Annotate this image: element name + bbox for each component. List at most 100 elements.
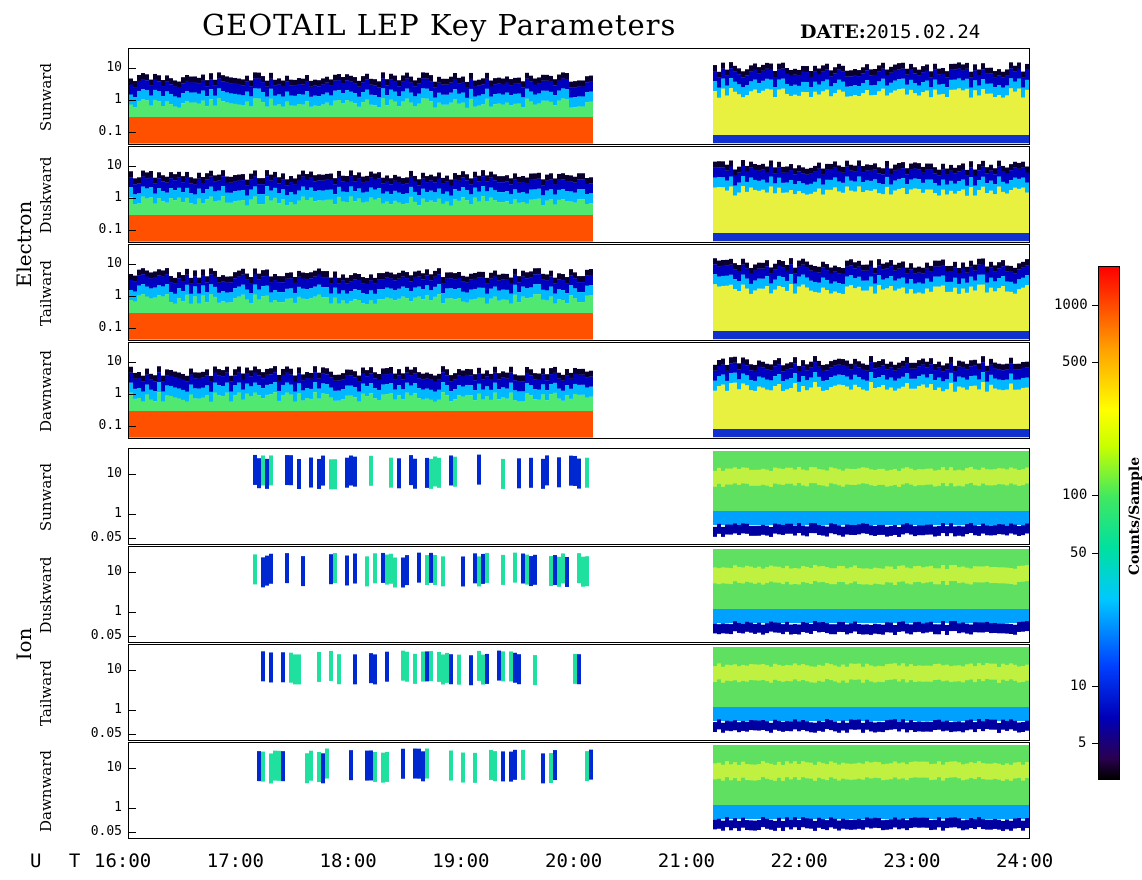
spectrum-cell [957,293,961,340]
spectrum-cell [961,377,965,388]
spectrum-cell [861,331,865,339]
spectrum-cell [209,411,213,437]
spectrum-cell [869,331,873,339]
spectrum-cell [845,166,849,177]
spectrum-cell [337,313,341,339]
spectrum-cell [893,64,897,71]
spectrum-cell [969,376,973,387]
spectrum-cell [449,185,453,196]
spectrum-cell [985,331,989,339]
spectrum-cell [1017,233,1021,241]
spectrum-cell [725,275,729,286]
spectrum-cell [761,179,765,190]
spectrum-cell [841,511,845,525]
spectrum-cell [141,411,145,437]
spectrum-cell [769,370,773,381]
spectrum-cell [345,117,349,143]
spectrum-cell [841,622,845,633]
spectrum-cell [317,117,321,143]
spectrum-cell [937,68,941,75]
spectrum-cell [233,191,237,202]
spectrum-cell [533,379,537,390]
spectrum-cell [849,511,853,525]
spectrum-cell [169,78,173,85]
spectrum-cell [445,313,449,339]
spectrum-cell [277,177,281,184]
spectrum-cell [973,609,977,623]
spectrum-cell [721,707,725,721]
spectrum-cell [917,163,921,170]
spectrum-cell [265,411,269,437]
spectrum-cell [341,280,345,291]
spectrum-cell [373,293,377,304]
spectrum-cell [1029,175,1030,185]
spectrum-cell [501,192,505,203]
spectrum-cell [589,183,593,194]
spectrum-cell [957,283,961,294]
spectrum-cell [497,192,501,203]
spectrum-cell [929,565,933,582]
spectrum-cell [273,274,277,281]
spectrum-cell [237,382,241,393]
spectrum-cell [917,69,921,76]
spectrum-cell [821,390,825,438]
spectrum-cell [513,93,517,104]
spectrum-cell [985,719,989,730]
spectrum-cell [349,117,353,143]
spectrum-cell [829,367,833,378]
spectrum-cell [497,176,501,183]
spectrum-cell [737,192,741,242]
spectrum-cell [865,80,869,91]
spectrum-cell [445,191,449,202]
spectrum-cell [1009,357,1013,364]
spectrum-cell [749,622,753,633]
spectrum-cell [841,81,845,92]
spectrum-cell [421,373,425,380]
spectrum-cell [297,117,301,143]
spectrum-cell [977,609,981,623]
spectrum-cell [321,215,325,241]
spectrum-cell [925,721,929,732]
spectrum-cell [185,117,189,143]
spectrum-cell [297,174,301,181]
spectrum-cell [361,117,365,143]
spectrum-cell [153,271,157,278]
spectrum-cell [497,83,501,94]
spectrum-cell [189,368,193,375]
spectrum-cell [829,267,833,274]
spectrum-cell [733,565,737,582]
spectrum-cell [713,284,717,340]
spectrum-cell [721,666,725,683]
spectrum-cell [329,79,333,86]
spectrum-cell [957,429,961,437]
spectrum-cell [349,176,353,187]
spectrum-cell [497,182,501,193]
spectrum-cell [945,97,949,144]
spectrum-cell [153,381,157,392]
spectrum-cell [441,556,445,587]
spectrum-cell [817,94,821,144]
spectrum-cell [1021,261,1025,268]
spectrum-cell [153,277,157,288]
spectrum-cell [261,178,265,185]
spectrum-cell [973,525,977,536]
spectrum-cell [453,313,457,339]
spectrum-cell [1029,383,1030,439]
spectrum-cell [477,215,481,241]
spectrum-cell [577,86,581,97]
spectrum-cell [921,192,925,242]
spectrum-cell [241,274,245,285]
spectrum-cell [325,384,329,395]
spectrum-cell [357,96,361,107]
spectrum-cell [749,511,753,525]
spectrum-cell [1009,265,1013,272]
spectrum-cell [369,653,373,684]
spectrum-cell [513,380,517,391]
spectrum-cell [341,181,345,192]
spectrum-cell [557,457,561,488]
spectrum-cell [801,360,805,367]
spectrum-cell [905,94,909,144]
spectrum-cell [881,184,885,195]
spectrum-cell [273,171,277,178]
spectrum-cell [885,566,889,583]
